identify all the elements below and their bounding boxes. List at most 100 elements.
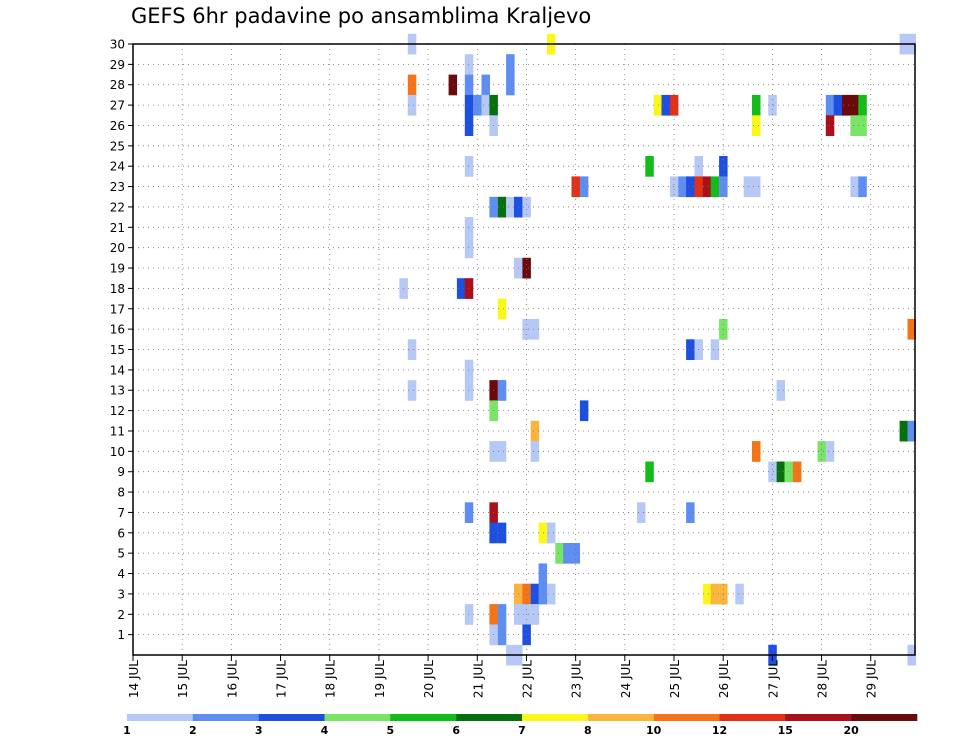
data-cell: [858, 176, 867, 198]
data-cell: [752, 441, 761, 462]
y-tick-label: 11: [110, 424, 125, 438]
y-tick-label: 1: [117, 628, 125, 642]
x-tick-label: 22 JUL: [520, 660, 534, 698]
colorbar-swatch: [192, 714, 259, 721]
colorbar-label: 15: [778, 724, 793, 737]
data-cell: [506, 54, 515, 75]
y-tick-label: 8: [117, 486, 125, 500]
data-cell: [555, 543, 564, 564]
y-tick-label: 21: [110, 221, 125, 235]
x-tick-label: 14 JUL: [127, 660, 141, 698]
data-cell: [464, 380, 474, 401]
colorbar-label: 8: [584, 724, 592, 737]
data-cell: [661, 94, 670, 116]
y-tick-label: 17: [110, 302, 125, 316]
data-cell: [464, 237, 474, 259]
data-cell: [702, 176, 712, 198]
data-cell: [833, 94, 843, 116]
data-cell: [702, 583, 712, 605]
data-cell: [686, 339, 695, 360]
data-cell: [669, 94, 679, 116]
data-cell: [464, 278, 474, 299]
data-cell: [481, 74, 490, 96]
data-cell: [497, 298, 507, 320]
data-cell: [481, 94, 490, 116]
x-axis-ticks: 14 JUL 15 JUL 16 JUL 17 JUL 18 JUL 19 JUL 20 J…: [127, 655, 879, 698]
data-cell: [506, 196, 515, 218]
x-tick-label: 18 JUL: [324, 660, 338, 698]
data-cell: [752, 176, 761, 198]
data-cell: [448, 74, 458, 96]
data-cell: [473, 94, 482, 116]
x-tick-label: 19 JUL: [373, 660, 387, 698]
data-cell: [571, 543, 580, 564]
y-tick-label: 14: [110, 363, 125, 377]
data-cell: [858, 94, 867, 116]
data-cell: [407, 94, 417, 116]
data-cell: [407, 339, 417, 360]
data-cell: [669, 176, 679, 198]
colorbar-swatch: [522, 714, 589, 721]
data-cell: [678, 176, 687, 198]
colorbar-swatch: [851, 714, 918, 721]
y-tick-label: 10: [110, 445, 125, 459]
data-cell: [530, 583, 540, 605]
data-cell: [686, 176, 695, 198]
data-cell: [497, 522, 507, 544]
colorbar-label: 5: [386, 724, 394, 737]
y-tick-label: 5: [117, 547, 125, 561]
data-cell: [497, 380, 507, 401]
y-tick-label: 16: [110, 323, 125, 337]
colorbar: 1 2 3 4 5 6 7 8 10 12 15 20: [123, 714, 918, 737]
y-tick-label: 13: [110, 384, 125, 398]
data-cell: [464, 359, 474, 381]
colorbar-label: 10: [646, 724, 662, 737]
data-cell: [464, 217, 474, 238]
data-cell: [464, 54, 474, 75]
x-tick-label: 26 JUL: [717, 660, 731, 698]
data-cell: [530, 318, 540, 340]
y-tick-label: 25: [110, 139, 125, 153]
y-tick-label: 7: [117, 506, 125, 520]
data-cell: [825, 441, 835, 462]
data-cell: [497, 441, 507, 462]
colorbar-swatch: [324, 714, 391, 721]
x-tick-label: 23 JUL: [570, 660, 584, 698]
y-tick-label: 15: [110, 343, 125, 357]
data-cell: [710, 583, 720, 605]
y-tick-label: 30: [110, 38, 125, 52]
data-cell: [686, 502, 695, 523]
data-cell: [522, 196, 531, 218]
colorbar-label: 1: [123, 724, 131, 737]
data-cell: [538, 522, 548, 544]
data-cell: [842, 94, 851, 116]
y-tick-label: 3: [117, 587, 125, 601]
data-cell: [645, 461, 654, 483]
data-cell: [538, 583, 548, 605]
data-cell: [407, 74, 417, 96]
data-cell: [907, 420, 916, 442]
data-cell: [563, 543, 572, 564]
colorbar-label: 2: [189, 724, 197, 737]
data-cell: [464, 94, 474, 116]
data-cell: [456, 278, 466, 299]
colorbar-swatch: [390, 714, 457, 721]
data-cell: [825, 94, 835, 116]
data-cell: [497, 604, 507, 625]
data-cell: [464, 156, 474, 177]
x-tick-label: 27 JUL: [766, 660, 780, 698]
y-tick-label: 28: [110, 78, 125, 92]
colorbar-swatch: [127, 714, 194, 721]
x-tick-label: 15 JUL: [176, 660, 190, 698]
colorbar-label: 20: [844, 724, 860, 737]
y-tick-label: 29: [110, 58, 125, 72]
data-cell: [538, 563, 548, 585]
data-cell: [497, 624, 507, 646]
data-cell: [776, 461, 786, 483]
x-tick-label: 28 JUL: [816, 660, 830, 698]
chart-title: GEFS 6hr padavine po ansamblima Kraljevo: [131, 4, 592, 28]
x-tick-label: 24 JUL: [619, 660, 633, 698]
colorbar-swatch: [719, 714, 786, 721]
y-tick-label: 12: [110, 404, 125, 418]
